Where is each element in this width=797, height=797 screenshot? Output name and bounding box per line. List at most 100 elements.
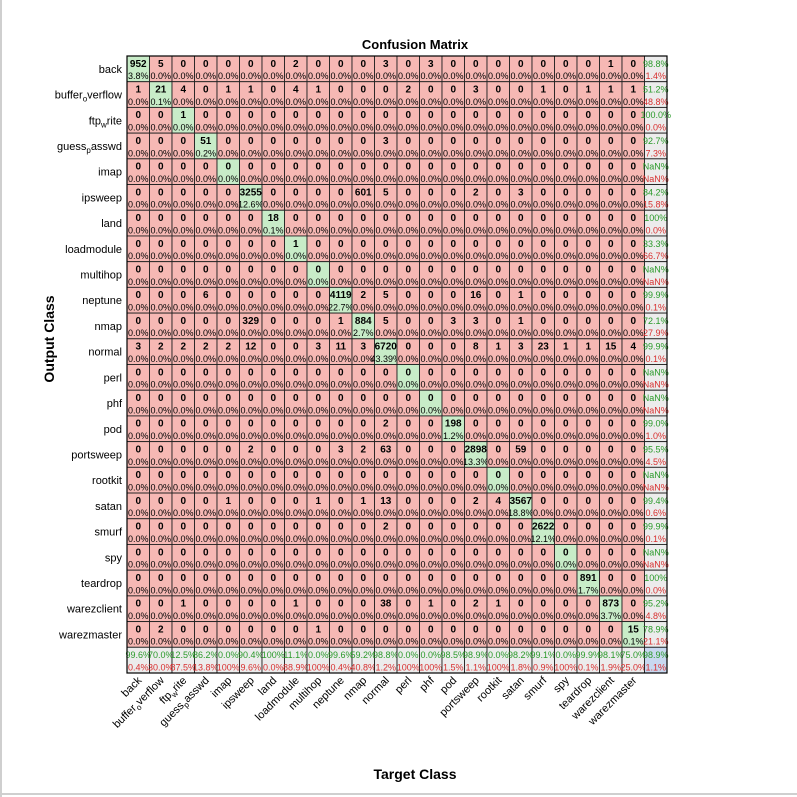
cell-percent: 0.0% (578, 328, 599, 338)
cell-percent: 0.0% (173, 148, 194, 158)
cell-count: 0 (360, 162, 366, 173)
col-recall-label: 0.0% (555, 650, 576, 660)
cell-percent: 0.0% (263, 457, 284, 467)
cell-percent: 0.0% (330, 508, 351, 518)
cell-percent: 0.0% (578, 611, 599, 621)
cell-percent: 0.0% (195, 611, 216, 621)
cell-count: 0 (405, 522, 411, 533)
cell-percent: 0.0% (330, 251, 351, 261)
cell-percent: 0.0% (443, 585, 464, 595)
y-tick-label: ftpwrite (89, 115, 122, 129)
cell-count: 0 (608, 496, 614, 507)
cell-percent: 0.0% (488, 457, 509, 467)
cell-percent: 0.0% (443, 457, 464, 467)
cell-count: 0 (585, 59, 591, 70)
cell-percent: 0.0% (195, 277, 216, 287)
y-tick-label: spy (105, 552, 123, 564)
cell-percent: 0.0% (308, 303, 329, 313)
cell-percent: 0.0% (263, 354, 284, 364)
cell-count: 0 (405, 59, 411, 70)
cell-percent: 0.0% (353, 431, 374, 441)
cell-count: 0 (315, 110, 321, 121)
cell-count: 4 (293, 85, 299, 96)
cell-percent: 0.0% (465, 482, 486, 492)
cell-count: 0 (270, 624, 276, 635)
cell-count: 0 (563, 136, 569, 147)
cell-percent: 0.0% (150, 200, 171, 210)
cell-count: 0 (450, 136, 456, 147)
cell-percent: 0.0% (465, 405, 486, 415)
cell-percent: 0.0% (533, 431, 554, 441)
cell-count: 0 (608, 367, 614, 378)
cell-percent: 0.0% (195, 585, 216, 595)
cell-count: 0 (405, 547, 411, 558)
cell-count: 1 (293, 599, 299, 610)
col-error-label: 100% (419, 662, 442, 672)
row-precision-label: NaN% (643, 264, 669, 274)
cell-count: 0 (225, 419, 231, 430)
cell-count: 0 (383, 162, 389, 173)
cell-percent: 0.0% (533, 71, 554, 81)
cell-percent: 0.0% (173, 303, 194, 313)
cell-percent: 0.0% (195, 71, 216, 81)
cell-count: 12 (245, 342, 257, 353)
cell-percent: 0.0% (623, 380, 644, 390)
y-tick-label: ipsweep (82, 192, 122, 204)
cell-percent: 0.0% (465, 637, 486, 647)
cell-count: 0 (315, 290, 321, 301)
cell-percent: 0.0% (555, 534, 576, 544)
cell-percent: 0.0% (488, 277, 509, 287)
cell-count: 0 (405, 264, 411, 275)
cell-count: 0 (495, 264, 501, 275)
tick-label-base: perl (104, 372, 122, 384)
cell-percent: 0.0% (555, 225, 576, 235)
cell-percent: 0.0% (578, 123, 599, 133)
cell-percent: 0.0% (555, 328, 576, 338)
cell-percent: 0.0% (353, 303, 374, 313)
row-error-label: 1.0% (645, 431, 666, 441)
cell-percent: 0.0% (150, 328, 171, 338)
cell-count: 0 (630, 599, 636, 610)
cell-percent: 0.0% (240, 585, 261, 595)
cell-count: 0 (225, 367, 231, 378)
cell-count: 0 (450, 444, 456, 455)
cell-count: 0 (585, 599, 591, 610)
cell-count: 63 (380, 444, 392, 455)
cell-percent: 0.0% (578, 225, 599, 235)
cell-percent: 0.0% (510, 200, 531, 210)
col-recall-label: 0.0% (218, 650, 239, 660)
cell-percent: 0.0% (150, 277, 171, 287)
cell-percent: 0.0% (623, 200, 644, 210)
cell-count: 0 (270, 187, 276, 198)
cell-percent: 0.0% (150, 251, 171, 261)
cell-percent: 0.0% (555, 560, 576, 570)
cell-count: 0 (405, 573, 411, 584)
cell-percent: 0.0% (510, 405, 531, 415)
row-precision-label: 99.9% (643, 290, 669, 300)
cell-percent: 0.0% (398, 200, 419, 210)
cell-percent: 1.7% (578, 585, 599, 595)
cell-count: 0 (428, 290, 434, 301)
col-error-label: 9.6% (240, 662, 261, 672)
cell-count: 0 (630, 547, 636, 558)
cell-count: 0 (630, 470, 636, 481)
cell-count: 0 (180, 136, 186, 147)
cell-count: 0 (518, 213, 524, 224)
col-error-label: 25.0% (620, 662, 646, 672)
cell-percent: 0.0% (173, 457, 194, 467)
cell-count: 0 (315, 599, 321, 610)
cell-percent: 0.0% (465, 97, 486, 107)
cell-percent: 0.0% (375, 611, 396, 621)
tick-label-base: ipsweep (82, 192, 122, 204)
cell-percent: 0.0% (510, 354, 531, 364)
cell-count: 0 (563, 522, 569, 533)
cell-percent: 0.0% (465, 380, 486, 390)
cell-percent: 0.0% (218, 251, 239, 261)
cell-count: 0 (203, 59, 209, 70)
cell-percent: 0.0% (173, 225, 194, 235)
cell-count: 3 (360, 342, 366, 353)
x-tick-label: smurf (521, 674, 550, 703)
cell-percent: 0.0% (375, 405, 396, 415)
cell-count: 1 (630, 85, 636, 96)
cell-percent: 0.0% (150, 611, 171, 621)
